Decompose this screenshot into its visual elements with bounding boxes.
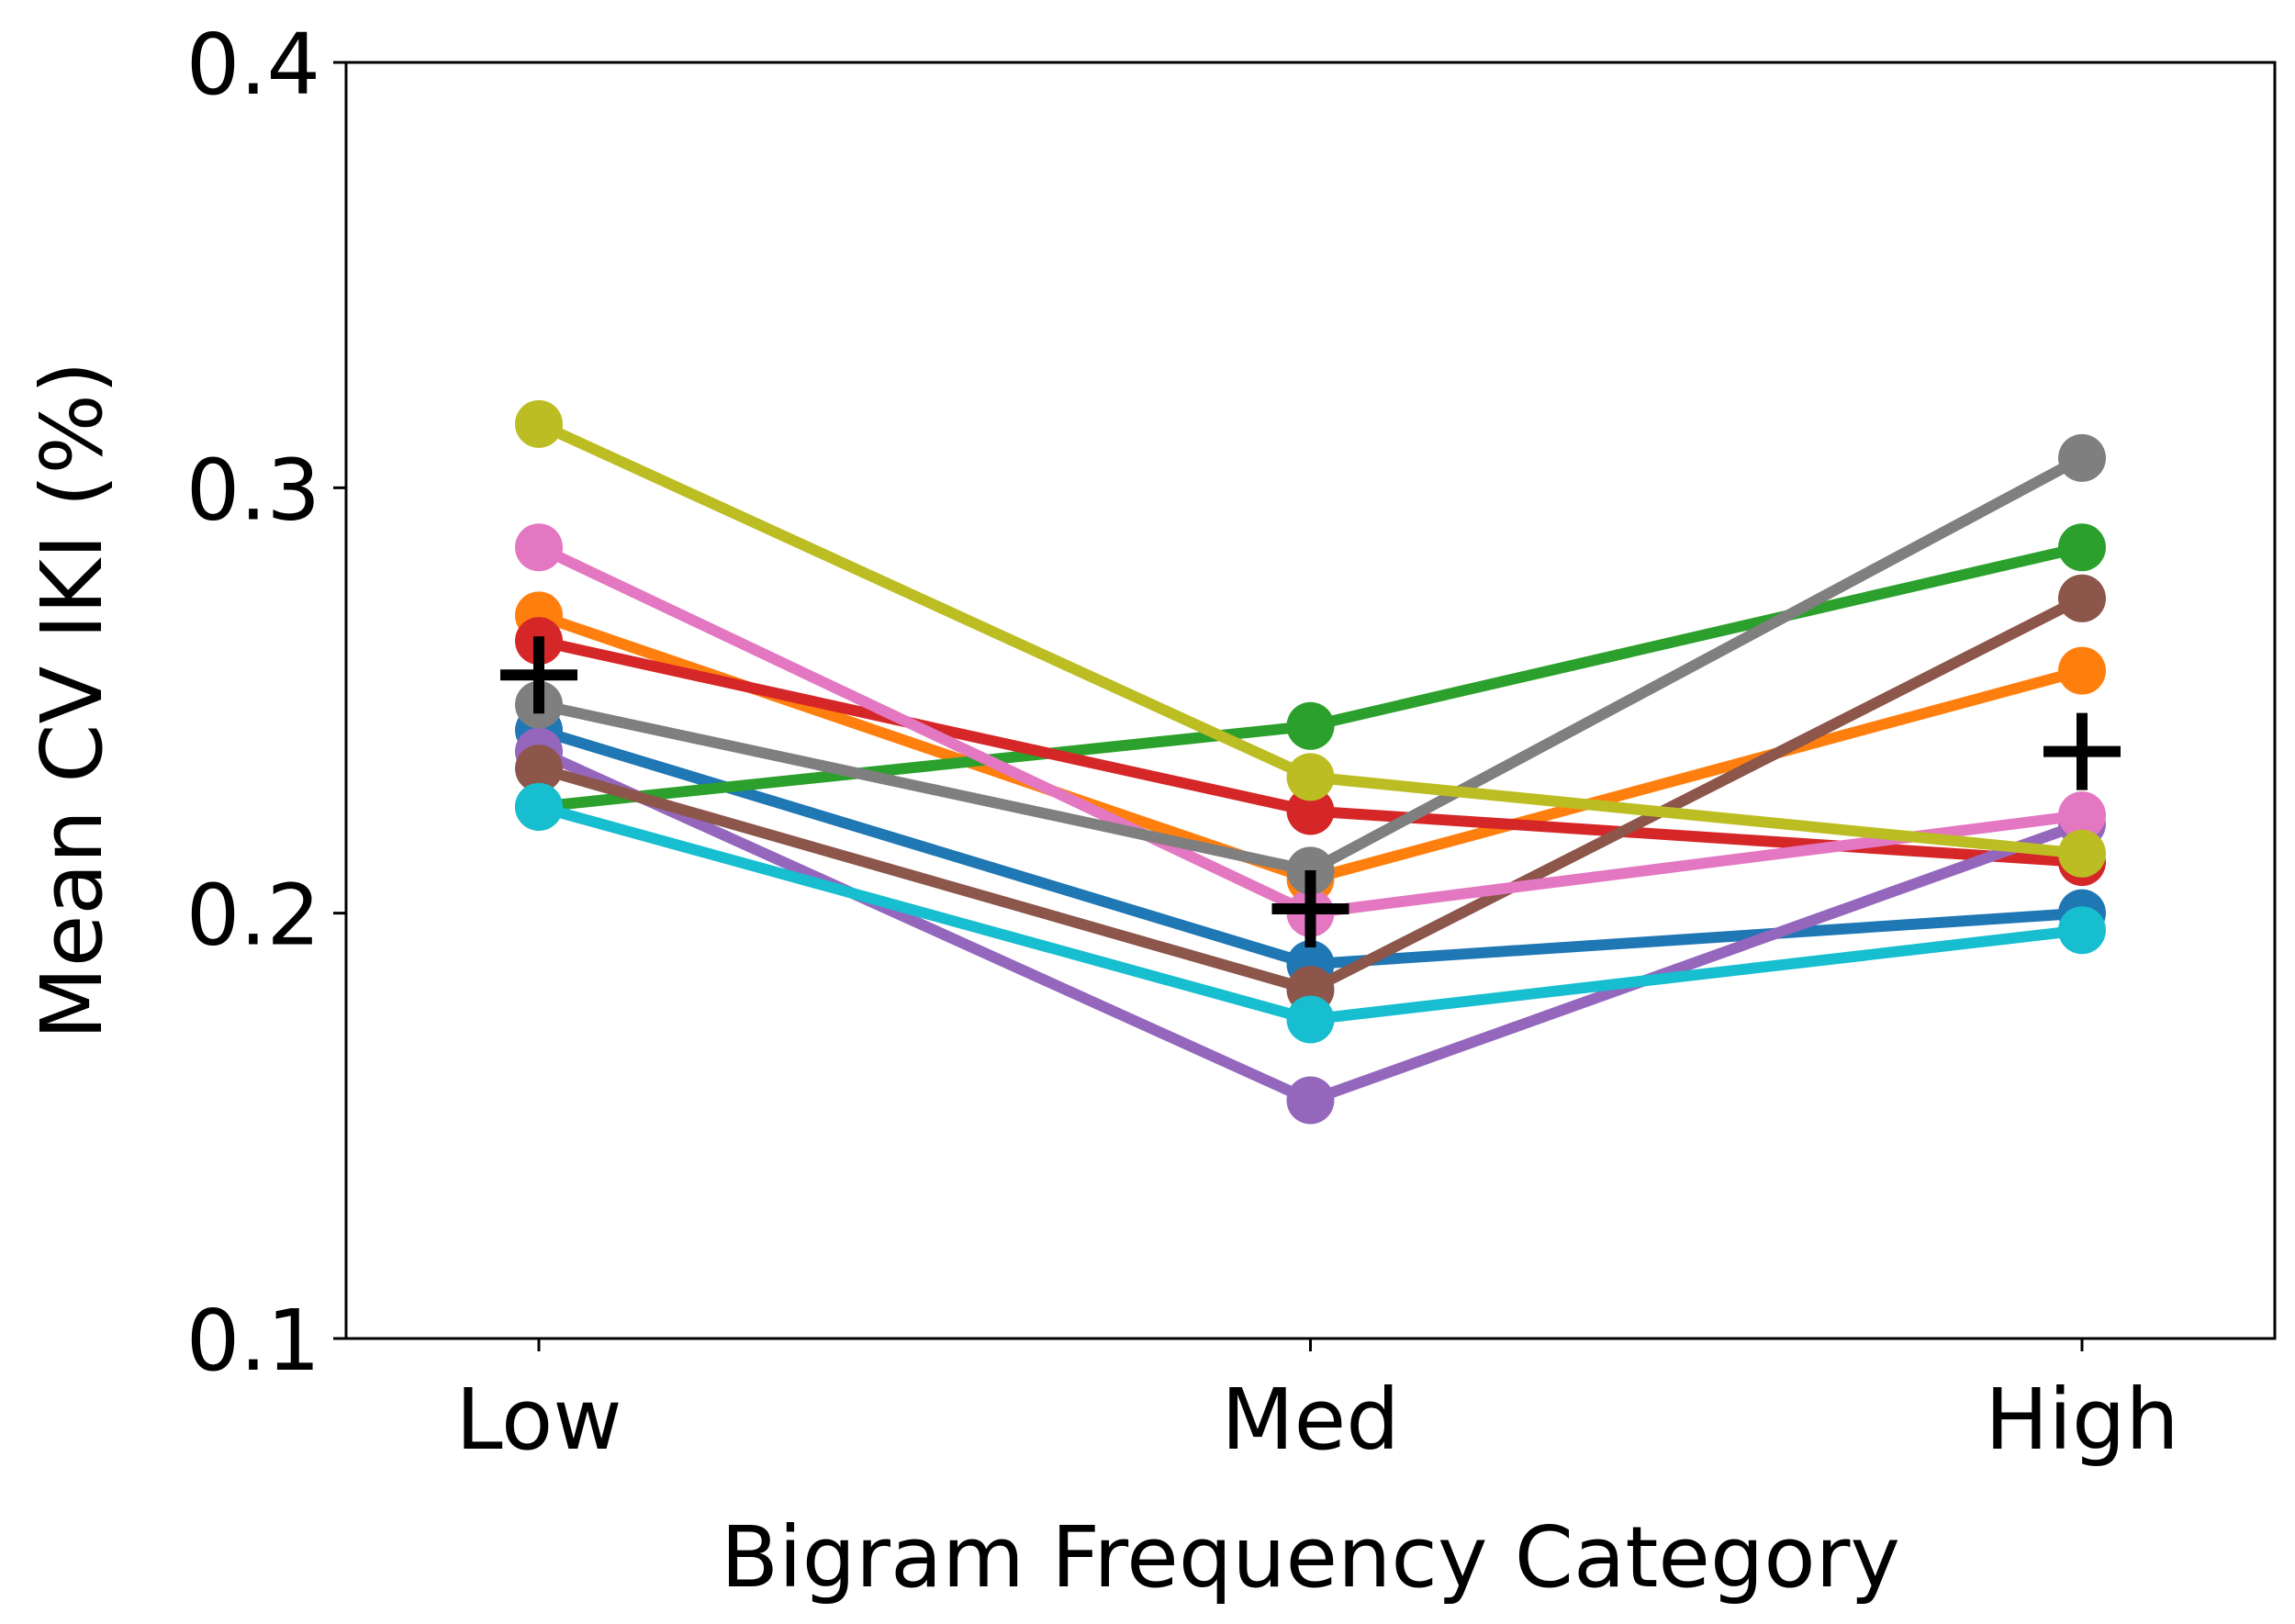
mean-marker: [500, 636, 577, 714]
data-point: [515, 745, 563, 793]
series-6: [515, 574, 2106, 1014]
data-point: [2058, 646, 2106, 695]
data-point: [2058, 906, 2106, 955]
y-tick-label: 0.3: [186, 441, 320, 539]
data-point: [2058, 433, 2106, 482]
mean-marker: [1271, 870, 1349, 948]
data-point: [2058, 523, 2106, 572]
data-point: [1286, 787, 1335, 835]
data-point: [1286, 1076, 1335, 1125]
x-tick-label: Med: [1221, 1371, 1399, 1469]
series-10: [515, 782, 2106, 1044]
data-point: [1286, 995, 1335, 1044]
mean-marker-layer: [500, 636, 2121, 948]
data-point: [515, 782, 563, 831]
series-layer: [515, 399, 2106, 1125]
mean-marker: [2043, 712, 2121, 790]
x-tick-label: Low: [455, 1371, 621, 1469]
y-axis-label: Mean CV IKI (%): [23, 361, 121, 1039]
x-axis-ticks: Low Med High: [455, 1338, 2179, 1469]
y-tick-label: 0.1: [186, 1292, 320, 1390]
y-tick-label: 0.4: [186, 16, 320, 114]
data-point: [515, 399, 563, 448]
x-tick-label: High: [1985, 1371, 2178, 1469]
y-tick-label: 0.2: [186, 867, 320, 965]
x-axis-label: Bigram Frequency Category: [721, 1508, 1900, 1607]
data-point: [1286, 701, 1335, 750]
data-point: [2058, 574, 2106, 622]
data-point: [1286, 753, 1335, 801]
data-point: [515, 523, 563, 572]
series-9: [515, 399, 2106, 878]
data-point: [2058, 829, 2106, 878]
y-axis-ticks: 0.1 0.2 0.3 0.4: [186, 16, 346, 1390]
data-point: [2058, 791, 2106, 840]
